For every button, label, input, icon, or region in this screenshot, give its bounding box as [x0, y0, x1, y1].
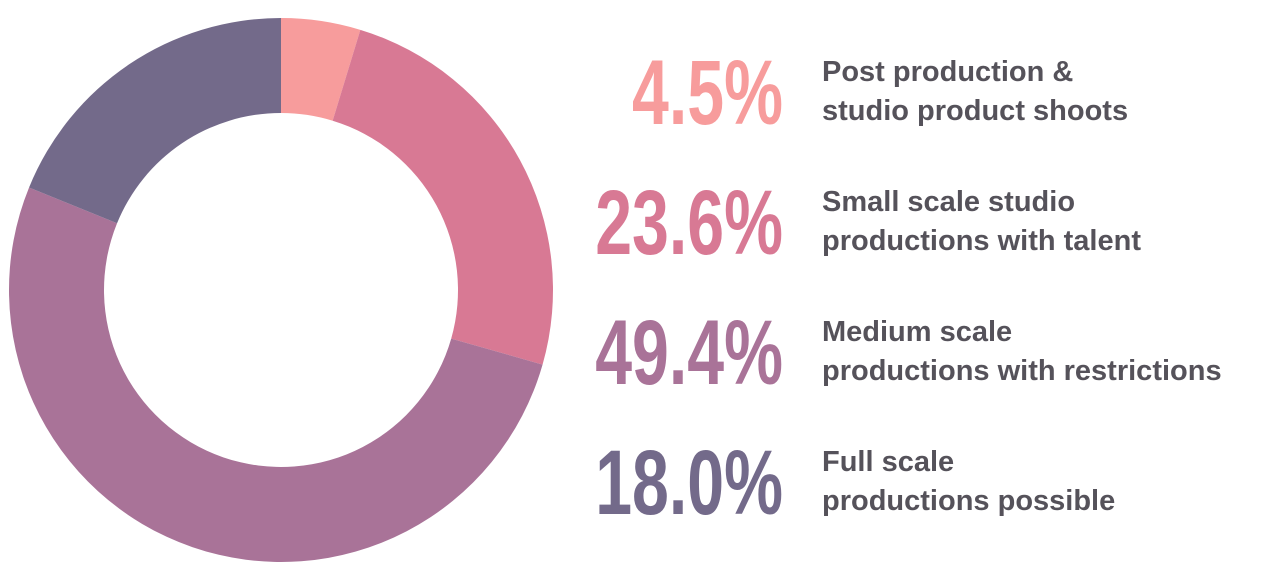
donut-slice — [332, 29, 553, 365]
legend-entry: 4.5% — [632, 40, 783, 143]
legend-entry: 18.0% — [595, 430, 783, 533]
value-label: 4.5% — [632, 40, 783, 143]
legend-entry: 49.4% — [595, 300, 783, 403]
legend-label: Full scale — [822, 446, 954, 478]
value-label: 18.0% — [595, 430, 783, 533]
legend-label: Post production & — [822, 56, 1073, 88]
legend-label: productions with restrictions — [822, 355, 1222, 387]
legend-label: studio product shoots — [822, 95, 1128, 127]
donut-slice — [9, 187, 543, 562]
legend-entry: 23.6% — [595, 170, 783, 273]
donut-slice — [281, 18, 361, 121]
legend-label: Medium scale — [822, 316, 1012, 348]
legend-label: productions with talent — [822, 225, 1141, 257]
value-label: 49.4% — [595, 300, 783, 403]
donut-slice — [29, 18, 281, 224]
legend-label: Small scale studio — [822, 186, 1075, 218]
legend-label: productions possible — [822, 485, 1115, 517]
value-label: 23.6% — [595, 170, 783, 273]
